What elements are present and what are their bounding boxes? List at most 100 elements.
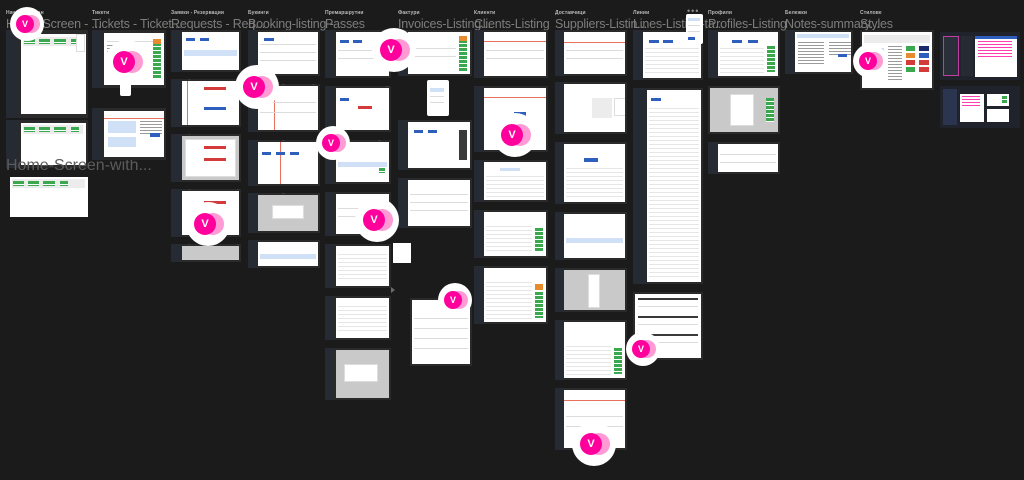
frame-label: Booking V2 afte...: [248, 193, 320, 194]
section-category: Бележки: [785, 10, 808, 16]
section-title: Invoices-Listing...: [398, 17, 491, 31]
frame-requests-3[interactable]: Requests-Add n...: [171, 134, 241, 182]
section-category: Доставчици: [555, 10, 586, 16]
frame-options-dots[interactable]: •••: [687, 6, 700, 16]
collaborator-cursor-7[interactable]: V: [372, 28, 416, 72]
frame-clients-5[interactable]: Clients-detail: [474, 266, 548, 324]
screenshot: [960, 94, 984, 122]
screenshot: [258, 195, 318, 231]
frame-booking-4[interactable]: Booking V2 afte...: [248, 193, 320, 233]
collaborator-cursor-8[interactable]: V: [438, 283, 472, 317]
section-clients[interactable]: Клиенти Clients-Listing: [474, 10, 550, 32]
screenshot: [182, 246, 239, 260]
frame-invoices-2[interactable]: Invoices-Drafts-...: [398, 120, 472, 170]
avatar-initial: V: [632, 340, 650, 358]
section-suppliers[interactable]: Доставчици Suppliers-Listin...: [555, 10, 647, 32]
frame-label: Passes-edit: [325, 244, 380, 245]
section-title: Passes: [325, 17, 365, 31]
frame-ide-1[interactable]: [940, 32, 1020, 80]
section-tickets[interactable]: Тикети Tickets - Ticket...: [92, 10, 182, 32]
app-sidebar: [248, 193, 259, 233]
frame-home-1[interactable]: [6, 30, 88, 118]
screenshot: [182, 32, 239, 70]
section-profiles[interactable]: Профили Profiles-Listing: [708, 10, 787, 32]
screenshot: [718, 144, 778, 172]
screenshot: [182, 136, 239, 180]
collaborator-cursor-2[interactable]: V: [105, 40, 149, 84]
collaborator-cursor-10[interactable]: V: [626, 332, 660, 366]
section-booking[interactable]: Букинги Booking-listing -: [248, 10, 334, 32]
frame-invoices-3[interactable]: Invoices-Singl...: [398, 178, 472, 228]
screenshot: [975, 36, 1017, 77]
screenshot: [484, 162, 546, 200]
frame-suppliers-6[interactable]: Suppliers-Invoice: [555, 320, 627, 380]
collaborator-cursor-3[interactable]: V: [235, 65, 279, 109]
frame-requests-2[interactable]: Requests-Req...: [171, 79, 241, 127]
avatar-initial: V: [16, 15, 34, 33]
frame-passes-3[interactable]: Passes-single: [325, 140, 391, 184]
collaborator-cursor-11[interactable]: V: [572, 422, 616, 466]
frame-ide-2[interactable]: [940, 86, 1020, 128]
avatar-initial: V: [113, 51, 135, 73]
section-passes[interactable]: Премаршрутни Passes: [325, 10, 365, 32]
avatar-initial: V: [501, 124, 523, 146]
screenshot: [335, 298, 389, 338]
screenshot: [103, 111, 164, 157]
screenshot: [484, 268, 546, 322]
frame-notes-1[interactable]: [785, 30, 853, 74]
frame-passes-2[interactable]: Passes-listing: [325, 86, 391, 132]
section-requests[interactable]: Заявки - Резервации Requests - Req...: [171, 10, 265, 32]
frame-home-3[interactable]: [10, 177, 88, 217]
frame-requests-5[interactable]: Requests-Requ...: [171, 244, 241, 262]
section-styles[interactable]: Стилове Styles: [860, 10, 893, 32]
frame-clients-4[interactable]: Clients-listing: [474, 210, 548, 258]
collaborator-cursor-1[interactable]: V: [10, 7, 44, 41]
collaborator-cursor-4[interactable]: V: [316, 126, 350, 160]
frame-suppliers-3[interactable]: Suppliers-single: [555, 142, 627, 204]
screenshot: [987, 109, 1009, 122]
avatar-initial: V: [859, 52, 877, 70]
frame-lines-preview-chip[interactable]: [686, 14, 703, 44]
screenshot: [258, 242, 318, 266]
app-sidebar: [474, 160, 485, 202]
frame-passes-6[interactable]: Passes-detail: [325, 296, 391, 340]
collaborator-cursor-6[interactable]: V: [355, 198, 399, 242]
collaborator-cursor-9[interactable]: V: [493, 113, 537, 157]
frame-suppliers-5[interactable]: Suppliers-listing: [555, 268, 627, 312]
app-sidebar: [555, 82, 566, 134]
frame-label-home-2: Home-Screen-with...: [6, 157, 152, 174]
section-category: Букинги: [248, 10, 269, 16]
frame-ticket-single[interactable]: Ticket-single: [92, 108, 166, 160]
frame-booking-3[interactable]: Booking V2 befo...: [248, 140, 320, 186]
screenshot: [408, 180, 470, 226]
app-sidebar: [171, 134, 181, 182]
screenshot: [484, 32, 546, 76]
screenshot: [484, 212, 546, 256]
frame-requests-1[interactable]: [171, 30, 241, 72]
frame-clients-3[interactable]: Clients-single: [474, 160, 548, 202]
frame-invoices-popup[interactable]: [427, 80, 449, 116]
section-notes[interactable]: Бележки Notes-summary...: [785, 10, 880, 32]
frame-booking-5[interactable]: [248, 240, 320, 268]
frame-suppliers-4[interactable]: Supplier-Passes...: [555, 212, 627, 260]
collaborator-cursor-5[interactable]: V: [186, 202, 230, 246]
frame-profiles-2[interactable]: Profiles-Listing: [708, 86, 780, 134]
frame-label: Passes-listing: [325, 86, 390, 87]
app-sidebar: [474, 266, 485, 324]
frame-home-2[interactable]: Home-Screen-...: [6, 120, 88, 168]
frame-lines-2[interactable]: Lines-Listing-tab...: [633, 88, 703, 284]
section-category: Клиенти: [474, 10, 496, 16]
frame-passes-popup[interactable]: [393, 243, 411, 263]
app-sidebar: [325, 140, 335, 184]
screenshot: [20, 34, 86, 114]
collaborator-cursor-12[interactable]: V: [853, 44, 887, 78]
frame-profiles-3[interactable]: SingleProfile: [708, 142, 780, 174]
section-invoices[interactable]: Фактури Invoices-Listing...: [398, 10, 491, 32]
frame-passes-7[interactable]: [325, 348, 391, 400]
frame-clients-1[interactable]: [474, 30, 548, 78]
frame-passes-5[interactable]: Passes-edit: [325, 244, 391, 288]
frame-suppliers-1[interactable]: [555, 30, 627, 76]
frame-profiles-1[interactable]: [708, 30, 780, 78]
frame-suppliers-2[interactable]: Suppliers-Listin...: [555, 82, 627, 134]
